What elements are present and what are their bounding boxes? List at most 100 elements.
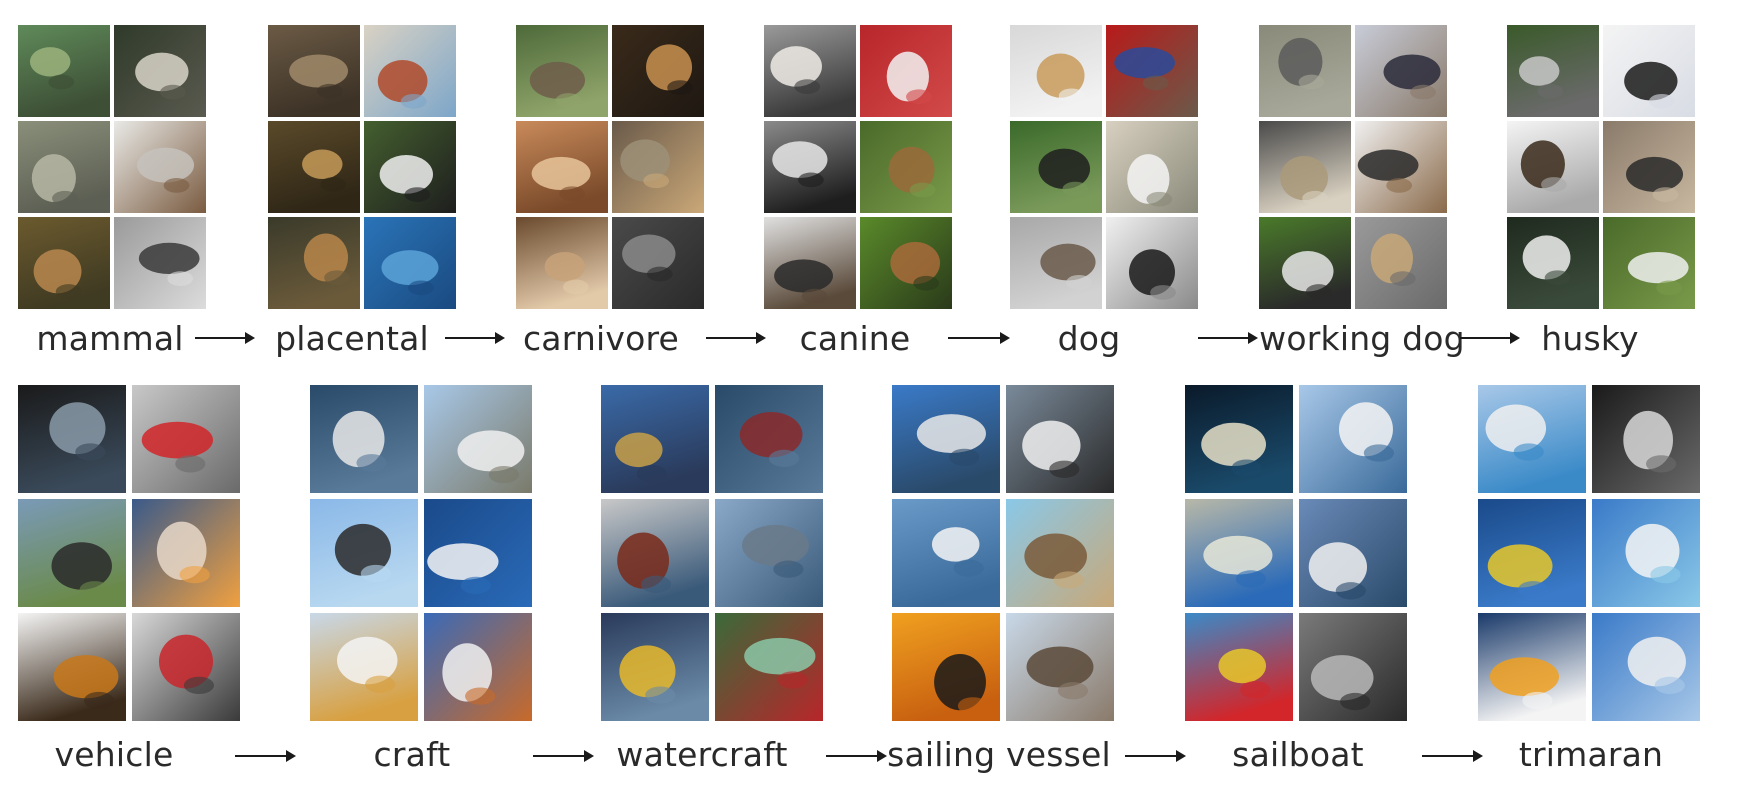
category-label-vehicle: vehicle: [54, 735, 174, 774]
photo-hyena: [516, 25, 608, 117]
photo-small-airplane: [424, 385, 532, 493]
photo-sailboat-gray-sea: [1299, 613, 1407, 721]
category-label-mammal: mammal: [36, 319, 184, 358]
photo-tabby-kitten: [612, 25, 704, 117]
category-label-husky: husky: [1541, 319, 1639, 358]
photo-husky-face: [1507, 217, 1599, 309]
photo-sports-car: [18, 385, 126, 493]
photo-white-dog-closeup: [114, 25, 206, 117]
category-label-sailing-vessel: sailing vessel: [887, 735, 1111, 774]
photo-collie-on-grass: [1259, 217, 1351, 309]
photo-koala-on-tree: [18, 121, 110, 213]
photo-white-puppy: [1106, 121, 1198, 213]
photo-sailboats-harbor: [601, 499, 709, 607]
photo-speedboat: [424, 499, 532, 607]
photo-white-poodle: [860, 25, 952, 117]
thumbnail-grid-trimaran: [1478, 385, 1700, 721]
category-label-sailboat: sailboat: [1232, 735, 1364, 774]
photo-husky-pack-running: [1507, 25, 1599, 117]
photo-tractor: [18, 613, 126, 721]
thumbnail-grid-sailing-vessel: [892, 385, 1114, 721]
photo-deer-antlers: [268, 217, 360, 309]
photo-squirrel-in-snow: [114, 121, 206, 213]
thumbnail-grid-vehicle: [18, 385, 240, 721]
thumbnail-grid-craft: [310, 385, 532, 721]
photo-windsurfer: [1185, 499, 1293, 607]
photo-brown-dog-in-grass: [860, 121, 952, 213]
photo-soldier-with-dog: [1259, 121, 1351, 213]
category-label-canine: canine: [799, 319, 911, 358]
photo-terrier-walking: [1010, 217, 1102, 309]
photo-red-truck: [132, 613, 240, 721]
hierarchy-arrow: [1460, 330, 1520, 346]
photo-fennec-foxes: [516, 121, 608, 213]
hierarchy-arrow: [1125, 748, 1186, 764]
photo-container-ship: [715, 385, 823, 493]
photo-trimaran-sunset: [1478, 613, 1586, 721]
photo-sea-lion-on-grass: [18, 25, 110, 117]
photo-rocket-launch: [132, 499, 240, 607]
photo-dog-lying-on-rug: [1355, 25, 1447, 117]
thumbnail-grid-canine: [764, 25, 952, 309]
photo-pug-in-costume: [1106, 25, 1198, 117]
photo-yacht-at-night: [1185, 385, 1293, 493]
hierarchy-arrow: [1198, 330, 1258, 346]
photo-canoe: [715, 613, 823, 721]
thumbnail-grid-working-dog: [1259, 25, 1447, 309]
photo-rottweiler-puppy: [764, 217, 856, 309]
photo-helicopter-sky: [310, 499, 418, 607]
category-label-craft: craft: [373, 735, 451, 774]
category-label-carnivore: carnivore: [522, 319, 680, 358]
photo-red-fox: [18, 217, 110, 309]
hierarchy-arrow: [235, 748, 296, 764]
photo-dog-on-pavement: [1355, 217, 1447, 309]
thumbnail-grid-watercraft: [601, 385, 823, 721]
photo-bulldog-puppy: [764, 25, 856, 117]
photo-three-black-labs: [1010, 121, 1102, 213]
photo-leopard-face: [268, 121, 360, 213]
photo-sled-dogs: [1355, 121, 1447, 213]
photo-distant-sailboat: [892, 499, 1000, 607]
photo-whale-underwater: [364, 217, 456, 309]
category-label-trimaran: trimaran: [1518, 735, 1664, 774]
thumbnail-grid-husky: [1507, 25, 1695, 309]
photo-space-shuttle: [424, 613, 532, 721]
photo-black-puppy: [1106, 217, 1198, 309]
photo-racing-yacht: [1006, 385, 1114, 493]
photo-city-bus: [132, 385, 240, 493]
photo-person-on-beach: [364, 25, 456, 117]
photo-trimaran-blue-sails: [1478, 385, 1586, 493]
thumbnail-grid-carnivore: [516, 25, 704, 309]
thumbnail-grid-dog: [1010, 25, 1198, 309]
hierarchy-arrow: [948, 330, 1010, 346]
category-label-working-dog: working dog: [1259, 319, 1465, 358]
thumbnail-grid-sailboat: [1185, 385, 1407, 721]
category-label-dog: dog: [1057, 319, 1121, 358]
category-label-watercraft: watercraft: [616, 735, 788, 774]
category-label-placental: placental: [275, 319, 429, 358]
hierarchy-arrow: [533, 748, 594, 764]
photo-husky-in-kennel: [1603, 121, 1695, 213]
photo-sailboat-mountain: [1299, 499, 1407, 607]
thumbnail-grid-mammal: [18, 25, 206, 309]
photo-colorful-sails: [1185, 613, 1293, 721]
photo-monkey-in-tree: [268, 25, 360, 117]
photo-sea-lion-pup: [516, 217, 608, 309]
photo-old-schooner: [1006, 613, 1114, 721]
photo-platypus-black-and-white: [114, 217, 206, 309]
photo-cat-with-stripes: [612, 217, 704, 309]
photo-jet-ski: [310, 613, 418, 721]
photo-trimaran-crew: [1592, 613, 1700, 721]
hierarchy-arrow: [706, 330, 766, 346]
hierarchy-arrow: [445, 330, 505, 346]
photo-tugboat: [601, 613, 709, 721]
photo-sunset-masts: [892, 613, 1000, 721]
photo-chinook-helicopter: [18, 499, 126, 607]
photo-husky-puppy: [764, 121, 856, 213]
thumbnail-grid-placental: [268, 25, 456, 309]
photo-warship: [715, 499, 823, 607]
hierarchy-arrow: [1422, 748, 1483, 764]
hierarchy-arrow: [195, 330, 255, 346]
photo-sailboats-statue-of-liberty: [1299, 385, 1407, 493]
